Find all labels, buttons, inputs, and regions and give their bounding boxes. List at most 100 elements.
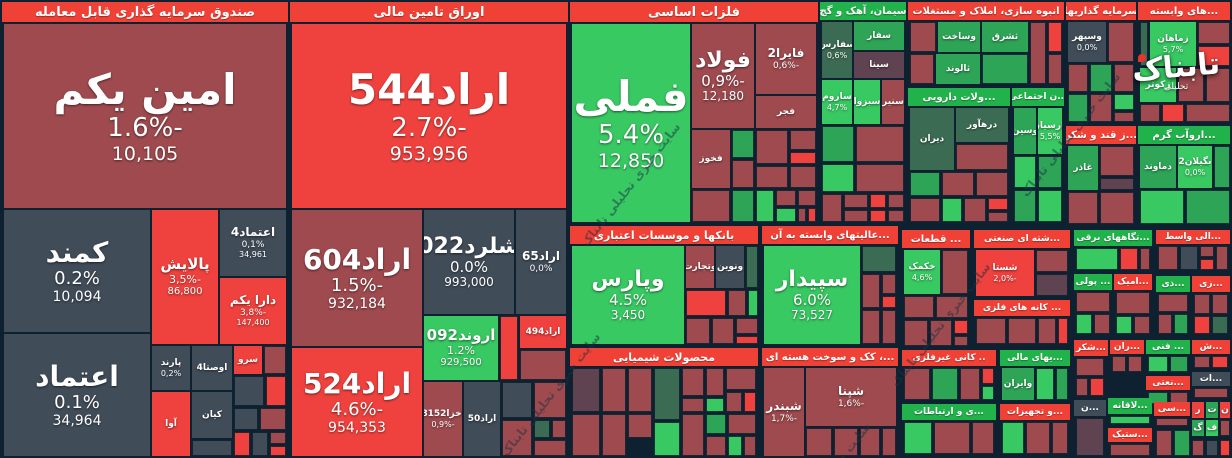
treemap-tile[interactable]: کمند 0.2% 10,094 [4, 210, 150, 332]
treemap-cell[interactable] [234, 432, 250, 456]
treemap-cell[interactable] [844, 210, 868, 222]
treemap-cell[interactable] [712, 318, 734, 344]
treemap-tile[interactable]: سبزوا [854, 80, 880, 124]
treemap-cell[interactable] [1014, 156, 1036, 188]
treemap-cell[interactable] [1140, 104, 1160, 122]
treemap-cell[interactable] [910, 172, 940, 196]
treemap-cell[interactable] [790, 166, 816, 188]
treemap-cell[interactable] [1198, 22, 1230, 44]
treemap-cell[interactable] [1108, 22, 1134, 62]
treemap-cell[interactable] [972, 422, 994, 454]
treemap-cell[interactable] [686, 318, 710, 344]
treemap-tile[interactable]: خکمک 4,6% [904, 250, 940, 294]
treemap-cell[interactable] [862, 246, 896, 272]
treemap-cell[interactable] [1214, 146, 1230, 188]
treemap-cell[interactable] [252, 432, 268, 456]
treemap-cell[interactable] [266, 376, 286, 406]
treemap-cell[interactable] [682, 398, 704, 412]
treemap-cell[interactable] [1056, 368, 1068, 400]
treemap-tile[interactable]: ت [1206, 402, 1218, 418]
treemap-cell[interactable] [756, 190, 774, 222]
treemap-cell[interactable] [860, 428, 880, 456]
treemap-cell[interactable] [1158, 314, 1172, 334]
treemap-cell[interactable] [732, 160, 754, 188]
treemap-cell[interactable] [904, 422, 932, 454]
treemap-cell[interactable] [1198, 46, 1230, 66]
treemap-cell[interactable] [502, 382, 532, 418]
treemap-cell[interactable] [910, 22, 936, 52]
treemap-cell[interactable] [602, 414, 626, 456]
treemap-cell[interactable] [728, 290, 746, 316]
treemap-cell[interactable] [1052, 422, 1068, 454]
treemap-cell[interactable] [654, 422, 680, 456]
treemap-tile[interactable]: شپنا -1,6% [806, 368, 896, 426]
treemap-cell[interactable] [654, 368, 680, 420]
treemap-tile[interactable]: سینا [854, 52, 904, 78]
treemap-cell[interactable] [1140, 248, 1150, 270]
treemap-cell[interactable] [686, 290, 726, 316]
treemap-cell[interactable] [726, 392, 742, 412]
treemap-cell[interactable] [1036, 368, 1054, 400]
treemap-cell[interactable] [1110, 444, 1150, 456]
treemap-cell[interactable] [904, 320, 928, 346]
treemap-tile[interactable]: وتجارت [686, 246, 714, 288]
treemap-tile[interactable]: اراد494 [520, 316, 566, 348]
treemap-cell[interactable] [1140, 190, 1184, 224]
treemap-cell[interactable] [934, 422, 970, 454]
treemap-cell[interactable] [862, 310, 880, 344]
treemap-cell[interactable] [1114, 112, 1134, 122]
treemap-cell[interactable] [1100, 178, 1134, 190]
treemap-cell[interactable] [744, 392, 756, 412]
treemap-cell[interactable] [1090, 94, 1112, 122]
treemap-cell[interactable] [682, 414, 704, 456]
treemap-cell[interactable] [726, 368, 756, 390]
treemap-cell[interactable] [982, 54, 1028, 84]
treemap-tile[interactable]: دیران [910, 108, 954, 170]
treemap-cell[interactable] [834, 428, 858, 456]
treemap-tile[interactable]: دارا یکم -3,8% 147,400 [220, 278, 286, 344]
treemap-tile[interactable]: فایرا2 -0,6% [756, 24, 816, 94]
treemap-cell[interactable] [1174, 430, 1190, 456]
treemap-cell[interactable] [1076, 292, 1110, 312]
treemap-cell[interactable] [572, 414, 600, 456]
treemap-cell[interactable] [1068, 94, 1088, 122]
treemap-tile[interactable]: غاذر [1068, 146, 1098, 190]
treemap-tile[interactable]: شلرد022 0.0% 993,000 [424, 210, 514, 314]
treemap-cell[interactable] [1200, 259, 1214, 270]
treemap-cell[interactable] [888, 210, 904, 222]
treemap-cell[interactable] [776, 190, 796, 206]
treemap-cell[interactable] [1038, 156, 1062, 188]
treemap-cell[interactable] [942, 250, 968, 294]
treemap-tile[interactable]: پارند 0,2% [152, 346, 190, 390]
treemap-cell[interactable] [1014, 190, 1036, 222]
treemap-cell[interactable] [982, 386, 994, 400]
treemap-cell[interactable] [1186, 104, 1230, 122]
treemap-cell[interactable] [856, 164, 904, 192]
treemap-tile[interactable]: اوصتا4 [192, 346, 232, 390]
treemap-cell[interactable] [692, 190, 730, 222]
treemap-cell[interactable] [1076, 378, 1088, 396]
treemap-cell[interactable] [932, 368, 958, 400]
treemap-cell[interactable] [1178, 68, 1204, 102]
treemap-tile[interactable]: اروند092 1.2% 929,500 [424, 316, 498, 380]
treemap-tile[interactable]: آوا [152, 392, 190, 456]
treemap-cell[interactable] [806, 428, 832, 456]
treemap-cell[interactable] [862, 274, 880, 308]
treemap-cell[interactable] [270, 446, 286, 456]
treemap-cell[interactable] [856, 126, 904, 162]
treemap-cell[interactable] [1220, 440, 1230, 456]
treemap-tile[interactable]: ثالوند [936, 54, 980, 84]
treemap-cell[interactable] [1116, 292, 1150, 314]
treemap-cell[interactable] [976, 318, 1006, 344]
treemap-cell[interactable] [1120, 248, 1138, 270]
treemap-tile[interactable]: اعتماد4 0,1% 34,961 [220, 210, 286, 276]
treemap-tile[interactable]: فجر [756, 96, 816, 128]
treemap-cell[interactable] [1114, 64, 1134, 92]
treemap-cell[interactable] [1030, 22, 1046, 84]
treemap-cell[interactable] [1134, 316, 1150, 334]
treemap-cell[interactable] [822, 164, 854, 192]
treemap-tile[interactable]: کیان [192, 392, 232, 438]
treemap-cell[interactable] [602, 368, 626, 412]
treemap-cell[interactable] [844, 194, 868, 208]
treemap-cell[interactable] [1076, 248, 1118, 270]
